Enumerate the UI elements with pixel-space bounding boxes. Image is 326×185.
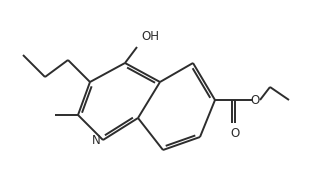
Text: O: O [250, 93, 259, 107]
Text: N: N [92, 134, 100, 147]
Text: O: O [230, 127, 240, 140]
Text: OH: OH [141, 30, 159, 43]
